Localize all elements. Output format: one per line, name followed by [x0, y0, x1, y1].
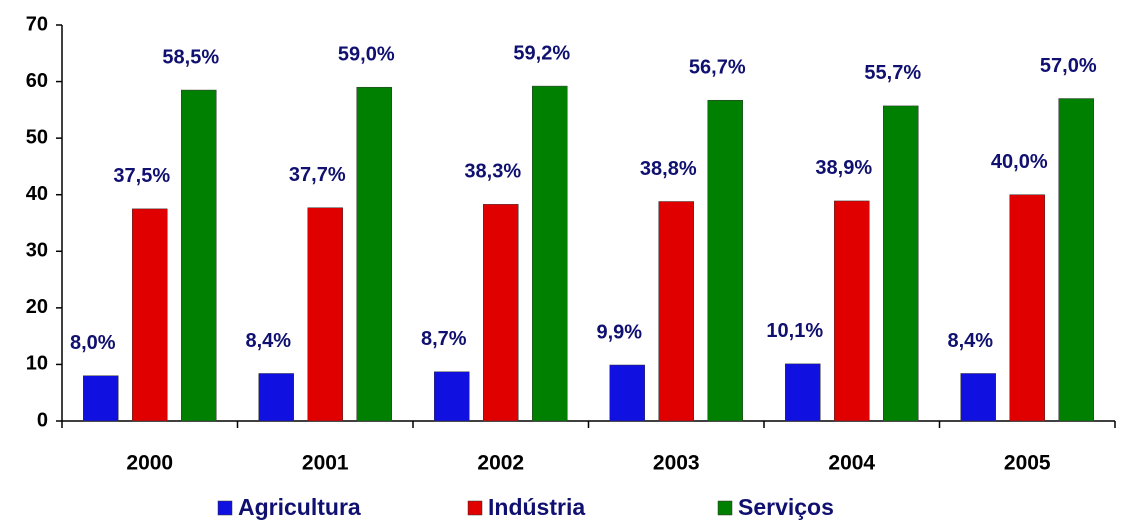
bar	[960, 373, 996, 422]
data-label: 38,3%	[464, 161, 521, 183]
data-label: 38,9%	[815, 157, 872, 179]
data-label: 9,9%	[596, 321, 642, 343]
x-tick-label: 2001	[302, 452, 349, 475]
y-tick-label: 20	[26, 296, 48, 318]
x-tick-label: 2003	[653, 452, 700, 475]
bar	[1058, 98, 1094, 422]
bar	[307, 207, 343, 422]
bar	[132, 208, 168, 422]
data-label: 58,5%	[162, 46, 219, 68]
x-tick-label: 2005	[1004, 452, 1051, 475]
y-tick-label: 70	[26, 13, 48, 35]
data-label: 37,7%	[289, 164, 346, 186]
legend-label: Serviços	[738, 494, 834, 520]
legend-swatch	[217, 500, 233, 516]
y-tick-label: 10	[26, 353, 48, 375]
bar	[707, 99, 743, 422]
data-label: 8,4%	[947, 330, 993, 352]
x-tick-label: 2002	[477, 452, 524, 475]
data-label: 57,0%	[1040, 55, 1097, 77]
bar	[532, 85, 568, 422]
data-label: 56,7%	[689, 57, 746, 79]
bar	[609, 364, 645, 422]
data-label: 38,8%	[640, 158, 697, 180]
y-tick-label: 0	[37, 409, 48, 431]
bar	[258, 373, 294, 422]
bar	[83, 375, 119, 422]
data-label: 8,0%	[70, 332, 116, 354]
y-tick-label: 40	[26, 183, 48, 205]
bar	[883, 105, 919, 422]
bar	[181, 89, 217, 422]
data-label: 40,0%	[991, 151, 1048, 173]
bar	[658, 201, 694, 422]
legend-swatch	[717, 500, 733, 516]
bar	[356, 86, 392, 422]
x-tick-label: 2004	[828, 452, 875, 475]
data-label: 59,2%	[513, 42, 570, 64]
y-tick-label: 30	[26, 240, 48, 262]
legend-label: Agricultura	[238, 494, 361, 520]
data-label: 59,0%	[338, 44, 395, 66]
data-label: 8,4%	[245, 330, 291, 352]
bar	[483, 204, 519, 422]
data-label: 10,1%	[766, 320, 823, 342]
data-label: 37,5%	[113, 165, 170, 187]
bar	[1009, 194, 1045, 422]
legend-label: Indústria	[488, 494, 585, 520]
bar	[834, 200, 870, 422]
data-label: 55,7%	[864, 62, 921, 84]
legend-swatch	[467, 500, 483, 516]
data-label: 8,7%	[421, 328, 467, 350]
y-tick-label: 50	[26, 126, 48, 148]
bar	[785, 363, 821, 422]
y-tick-label: 60	[26, 70, 48, 92]
x-tick-label: 2000	[126, 452, 173, 475]
bar	[434, 371, 470, 422]
